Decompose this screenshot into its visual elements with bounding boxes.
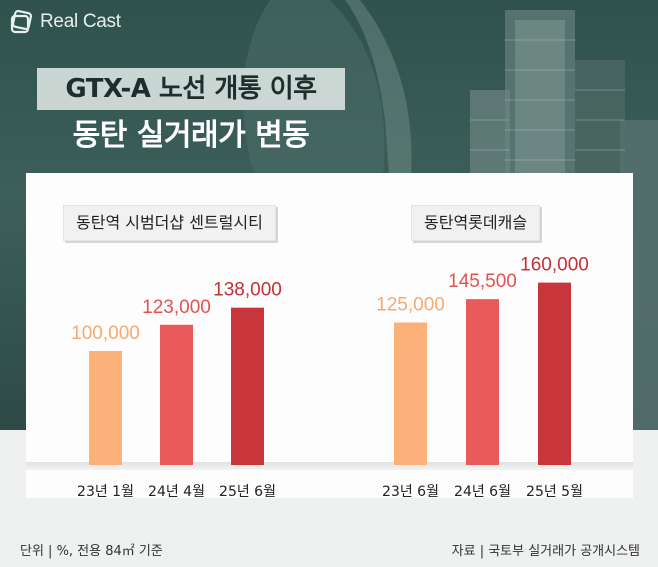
title-line-2: 동탄 실거래가 변동 [72, 118, 310, 153]
brand-logo-group: Real Cast [10, 10, 121, 34]
category-label-1-2: 25년 5월 [526, 484, 583, 500]
chart-title-left: 동탄역 시범더샵 센트럴시티 [63, 205, 276, 241]
real-cast-logo-icon [10, 10, 33, 34]
category-label-1-1: 24년 6월 [454, 484, 511, 500]
category-label-1-0: 23년 6월 [382, 484, 439, 500]
bar-1-1 [466, 299, 499, 465]
bar-1-0 [394, 322, 427, 465]
category-label-0-1: 24년 4월 [148, 484, 205, 500]
title-highlight-box: GTX-A 노선 개통 이후 [37, 68, 345, 110]
source-note: 자료 | 국토부 실거래가 공개시스템 [451, 544, 640, 559]
title-line-1: GTX-A 노선 개통 이후 [65, 74, 317, 104]
unit-note: 단위 | %, 전용 84㎡ 기준 [20, 544, 163, 559]
value-label-0-0: 100,000 [71, 323, 140, 344]
value-label-1-1: 145,500 [448, 271, 517, 292]
chart-title-right: 동탄역롯데캐슬 [411, 205, 541, 241]
bar-0-2 [231, 307, 264, 465]
bar-1-2 [538, 282, 571, 465]
bar-0-1 [160, 324, 193, 465]
value-label-1-2: 160,000 [520, 255, 589, 276]
value-label-0-1: 123,000 [142, 297, 211, 318]
category-label-0-0: 23년 1월 [77, 484, 134, 500]
category-label-0-2: 25년 6월 [219, 484, 276, 500]
value-label-1-0: 125,000 [376, 295, 445, 316]
bar-0-0 [89, 351, 122, 465]
brand-name: Real Cast [40, 11, 121, 32]
chart-floor [26, 462, 633, 470]
value-label-0-2: 138,000 [213, 280, 282, 301]
